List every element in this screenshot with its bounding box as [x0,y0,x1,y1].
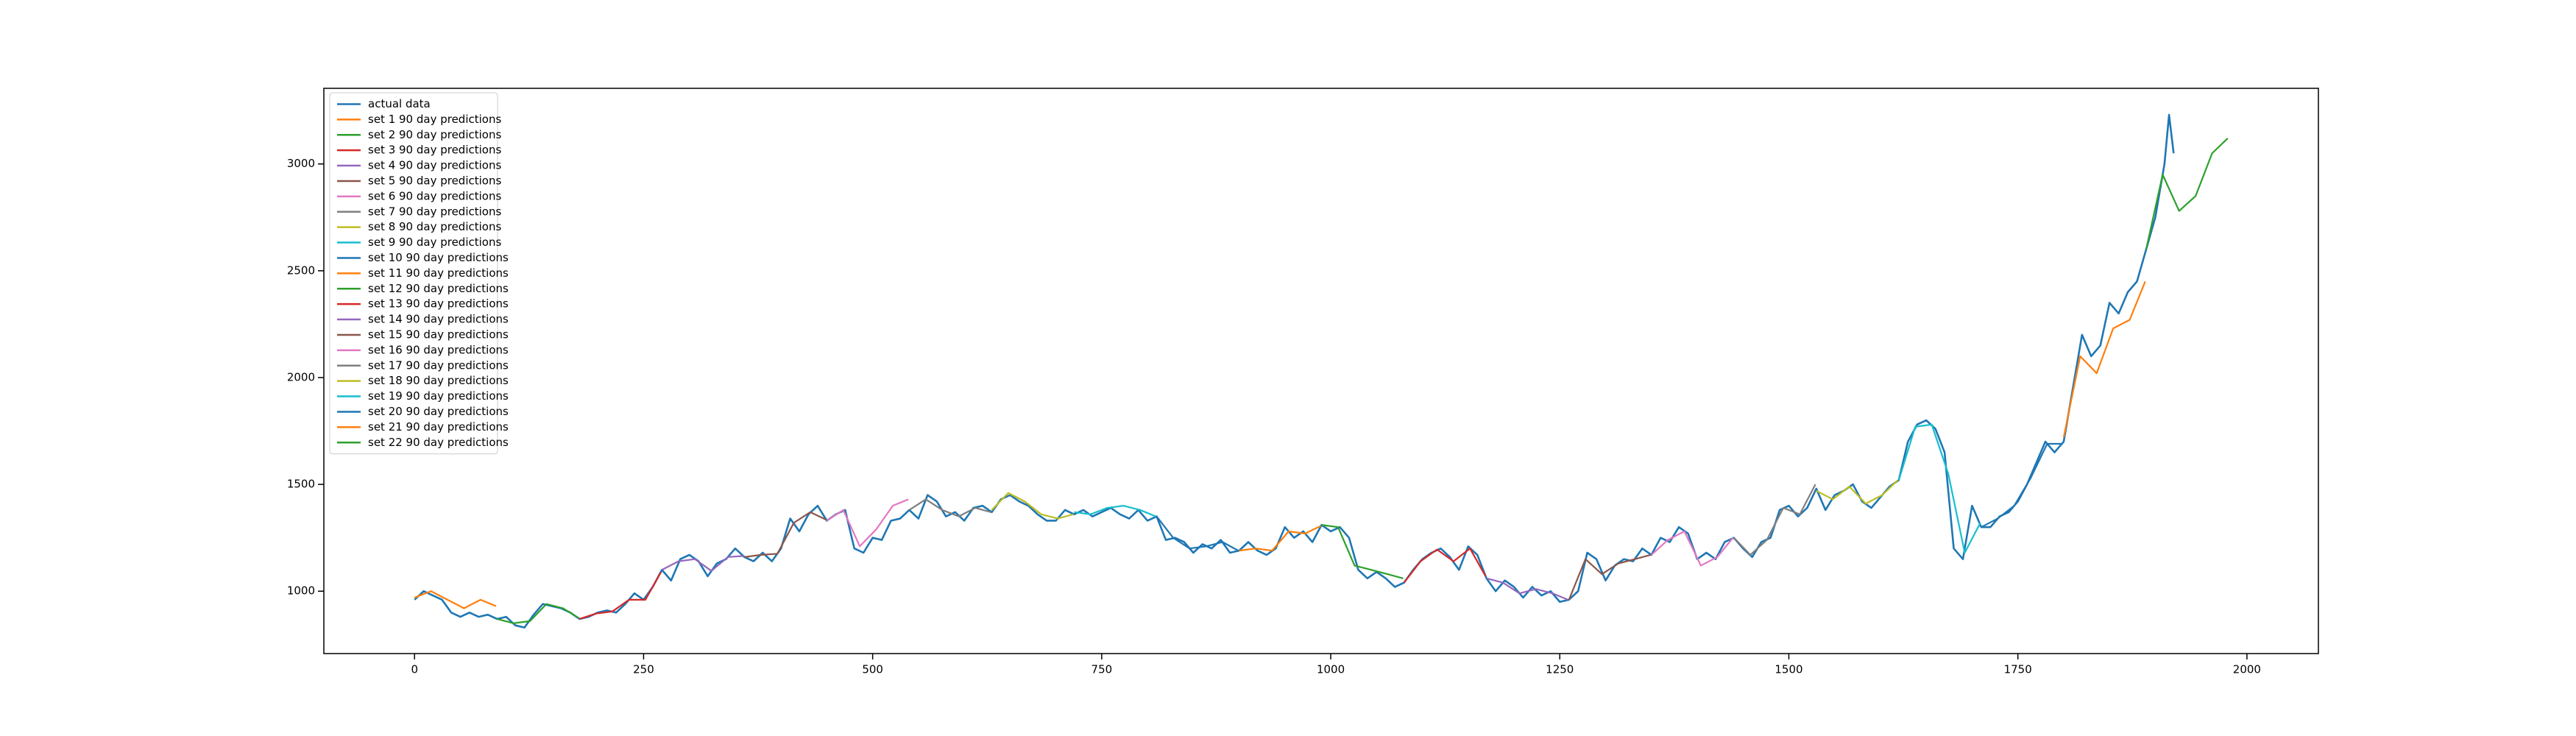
axes-frame [323,88,2319,654]
x-tick-label: 750 [1091,663,1113,676]
y-tick-label: 1000 [287,584,315,598]
legend-label: set 19 90 day predictions [368,389,509,403]
legend-label: set 10 90 day predictions [368,251,509,264]
series-line [1897,423,1981,554]
legend: actual data set 1 90 day predictions set 2… [329,92,509,455]
legend-label: set 8 90 day predictions [368,220,501,233]
x-tick-label: 0 [411,663,418,676]
series-line [826,498,909,548]
legend-label: actual data [368,97,431,110]
legend-label: set 15 90 day predictions [368,328,509,341]
series-line [1074,505,1156,517]
legend-label: set 16 90 day predictions [368,343,509,356]
legend-label: set 4 90 day predictions [368,159,501,172]
legend-label: set 3 90 day predictions [368,144,501,157]
legend-label: set 5 90 day predictions [368,174,501,187]
series-line [1568,553,1651,601]
legend-label: set 6 90 day predictions [368,189,501,202]
series-line [1486,577,1568,601]
legend-label: set 13 90 day predictions [368,297,509,311]
legend-label: set 1 90 day predictions [368,113,501,126]
series-line [1239,525,1321,552]
legend-box [329,92,498,455]
series-line [1321,524,1404,579]
series-line [578,571,662,620]
legend-label: set 11 90 day predictions [368,266,509,280]
series-line [2062,280,2146,438]
series-line [1981,442,2063,528]
series-line [1733,484,1816,556]
legend-label: set 2 90 day predictions [368,128,501,141]
series-line [1403,548,1487,584]
x-tick-label: 2000 [2233,663,2261,676]
legend-label: set 22 90 day predictions [368,436,509,449]
series-line [991,492,1074,520]
x-tick-label: 500 [862,663,883,676]
legend-label: set 17 90 day predictions [368,358,509,372]
legend-label: set 7 90 day predictions [368,205,501,218]
x-tick-label: 1750 [2004,663,2032,676]
series-line [414,113,2175,629]
legend-label: set 20 90 day predictions [368,405,509,418]
legend-label: set 18 90 day predictions [368,374,509,387]
series-line [2145,138,2229,250]
y-tick-label: 2500 [287,263,315,277]
legend-label: set 12 90 day predictions [368,282,509,295]
legend-label: set 14 90 day predictions [368,313,509,326]
series-line [1156,515,1239,552]
x-tick-label: 1500 [1774,663,1802,676]
series-line [414,590,497,609]
series-line [496,603,579,624]
y-tick-label: 3000 [287,157,315,170]
legend-label: set 21 90 day predictions [368,420,509,434]
y-tick-label: 2000 [287,370,315,383]
series-line [908,498,991,517]
series-line [661,555,744,572]
x-tick-label: 1000 [1317,663,1345,676]
legend-label: set 9 90 day predictions [368,236,501,249]
series-line [1816,479,1899,505]
x-tick-label: 1250 [1546,663,1574,676]
y-tick-label: 1500 [287,478,315,491]
x-tick-label: 250 [633,663,654,676]
series-line [1651,530,1734,567]
series-line [744,511,827,558]
